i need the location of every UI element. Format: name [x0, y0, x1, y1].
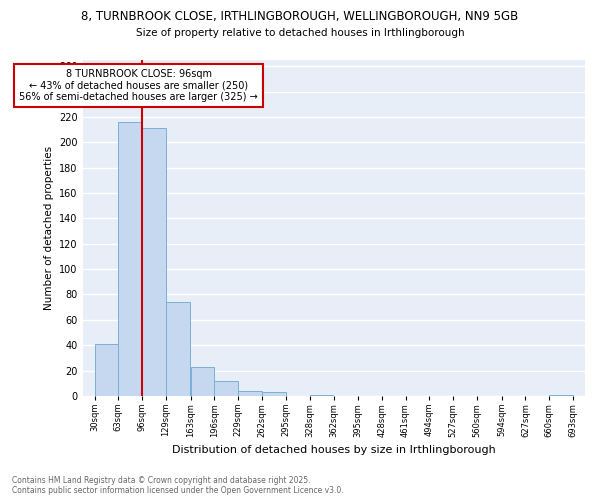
Text: Contains HM Land Registry data © Crown copyright and database right 2025.
Contai: Contains HM Land Registry data © Crown c… [12, 476, 344, 495]
Text: Size of property relative to detached houses in Irthlingborough: Size of property relative to detached ho… [136, 28, 464, 38]
Bar [118, 122, 142, 396]
Text: 8, TURNBROOK CLOSE, IRTHLINGBOROUGH, WELLINGBOROUGH, NN9 5GB: 8, TURNBROOK CLOSE, IRTHLINGBOROUGH, WEL… [82, 10, 518, 23]
Bar [95, 344, 118, 396]
Bar [214, 380, 238, 396]
Bar [310, 394, 334, 396]
Bar [142, 128, 166, 396]
Bar [238, 391, 262, 396]
Bar [549, 394, 573, 396]
Y-axis label: Number of detached properties: Number of detached properties [44, 146, 53, 310]
X-axis label: Distribution of detached houses by size in Irthlingborough: Distribution of detached houses by size … [172, 445, 496, 455]
Bar [166, 302, 190, 396]
Bar [262, 392, 286, 396]
Text: 8 TURNBROOK CLOSE: 96sqm
← 43% of detached houses are smaller (250)
56% of semi-: 8 TURNBROOK CLOSE: 96sqm ← 43% of detach… [19, 69, 258, 102]
Bar [191, 366, 214, 396]
